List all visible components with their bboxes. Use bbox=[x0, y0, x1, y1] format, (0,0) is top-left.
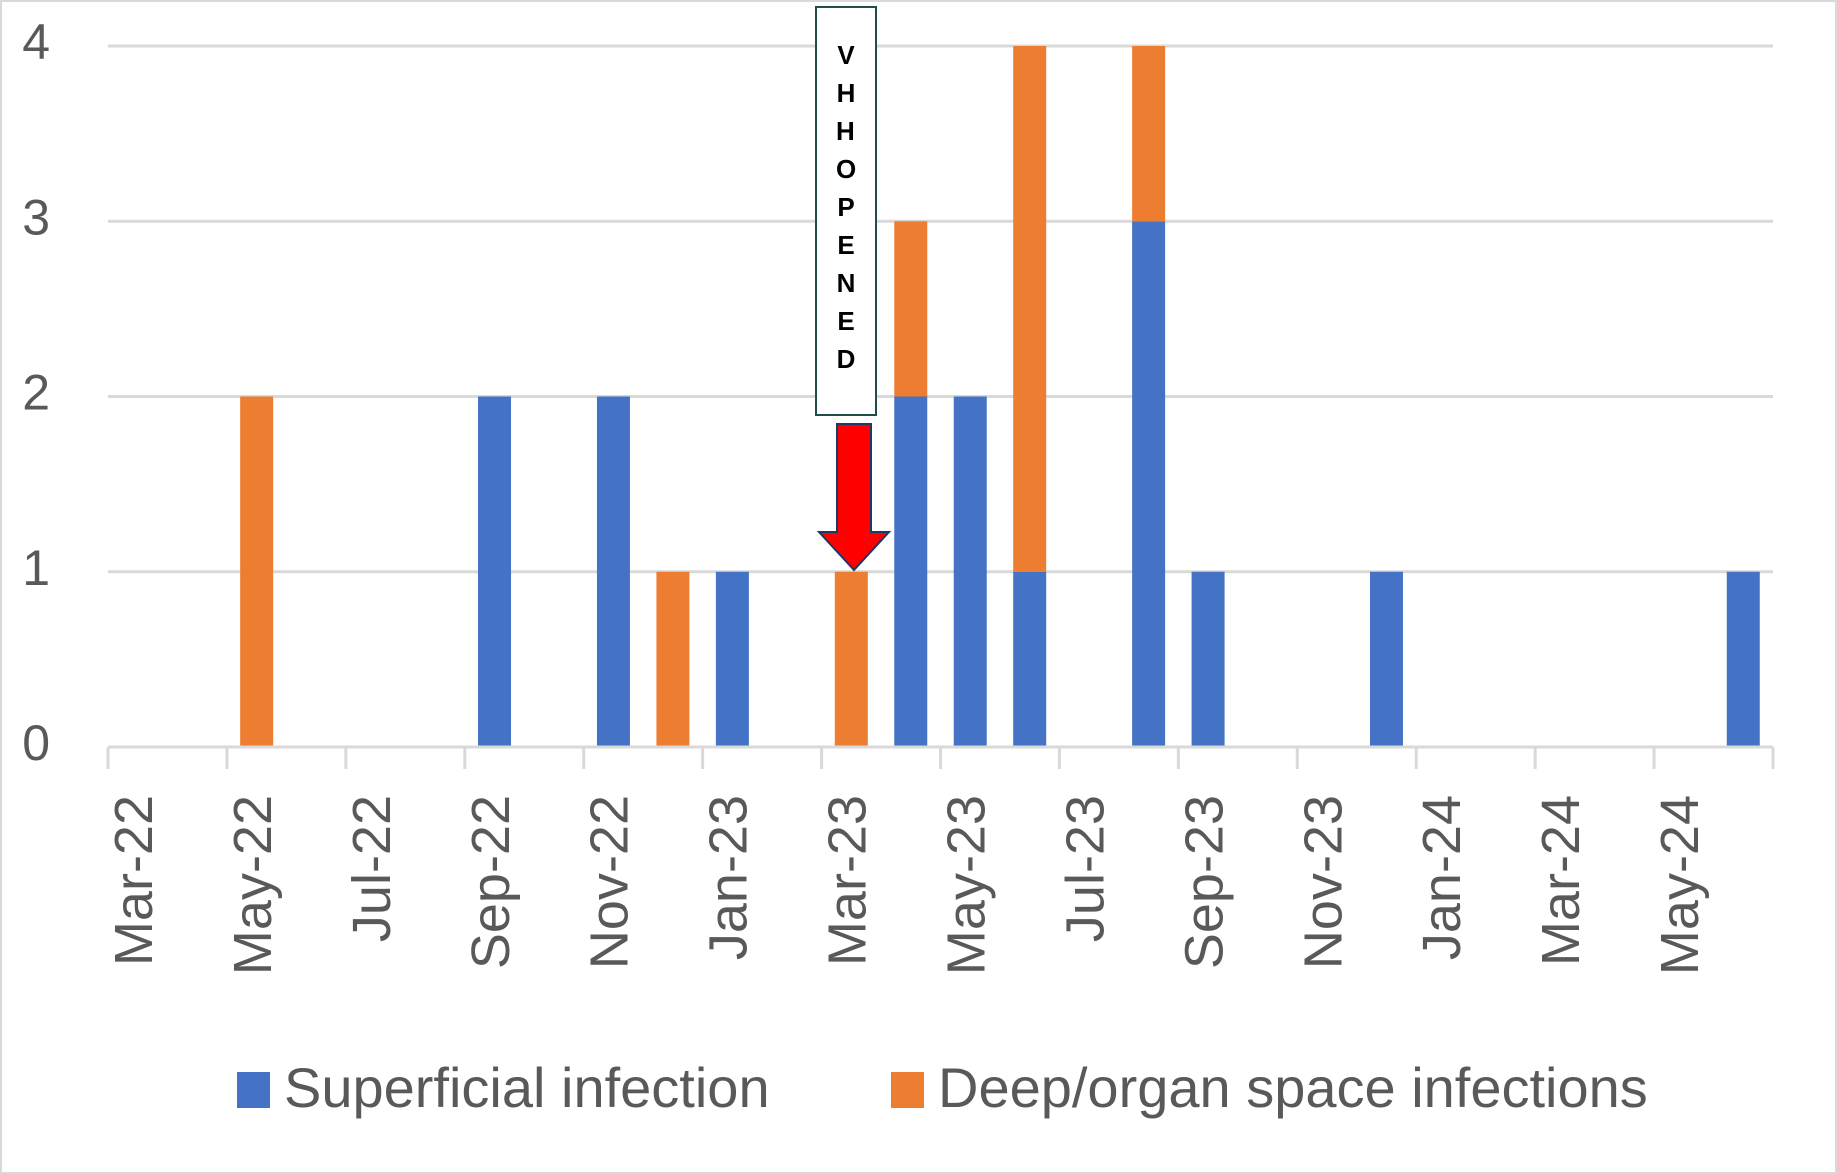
x-tick-label: May-23 bbox=[936, 795, 996, 975]
bar-segment bbox=[1369, 571, 1403, 747]
x-tick-label: Sep-22 bbox=[461, 795, 521, 969]
bar-segment bbox=[1726, 571, 1760, 747]
x-tick-label: May-22 bbox=[223, 795, 283, 975]
y-tick-label: 4 bbox=[22, 14, 50, 70]
bar-segment bbox=[240, 396, 274, 747]
bar-segment bbox=[953, 396, 987, 747]
bar-segment bbox=[894, 396, 928, 747]
legend-swatch bbox=[237, 1072, 270, 1108]
x-tick-label: Jul-23 bbox=[1055, 795, 1115, 942]
bar-segment bbox=[715, 571, 749, 747]
x-tick-label: Jul-22 bbox=[342, 795, 402, 942]
bar-segment bbox=[1013, 571, 1047, 747]
bar-segment bbox=[834, 571, 868, 747]
legend-swatch bbox=[891, 1072, 924, 1108]
annotation: VHH OPENED bbox=[836, 40, 862, 374]
x-tick-label: Mar-23 bbox=[818, 795, 878, 966]
y-tick-label: 1 bbox=[22, 540, 50, 596]
bar-segment bbox=[656, 571, 690, 747]
y-tick-label: 2 bbox=[22, 365, 50, 421]
x-tick-label: Nov-23 bbox=[1293, 795, 1353, 969]
bar-segment bbox=[894, 221, 928, 397]
bar-segment bbox=[1132, 46, 1166, 222]
x-tick-label: Nov-22 bbox=[580, 795, 640, 969]
x-tick-label: Sep-23 bbox=[1174, 795, 1234, 969]
legend-label: Deep/organ space infections bbox=[938, 1056, 1648, 1119]
legend-label: Superficial infection bbox=[284, 1056, 770, 1119]
annotation-box: VHH OPENED bbox=[815, 6, 877, 416]
x-tick-label: Mar-24 bbox=[1531, 795, 1591, 966]
x-tick-label: May-24 bbox=[1650, 795, 1710, 975]
x-tick-label: Jan-23 bbox=[699, 795, 759, 960]
x-tick-label: Jan-24 bbox=[1412, 795, 1472, 960]
bar-segment bbox=[1132, 221, 1166, 747]
bar-segment bbox=[1013, 46, 1047, 572]
bar-segment bbox=[596, 396, 630, 747]
y-tick-label: 3 bbox=[22, 189, 50, 245]
y-tick-label: 0 bbox=[22, 715, 50, 771]
bar-segment bbox=[478, 396, 512, 747]
x-tick-label: Mar-22 bbox=[104, 795, 164, 966]
bar-segment bbox=[1191, 571, 1225, 747]
